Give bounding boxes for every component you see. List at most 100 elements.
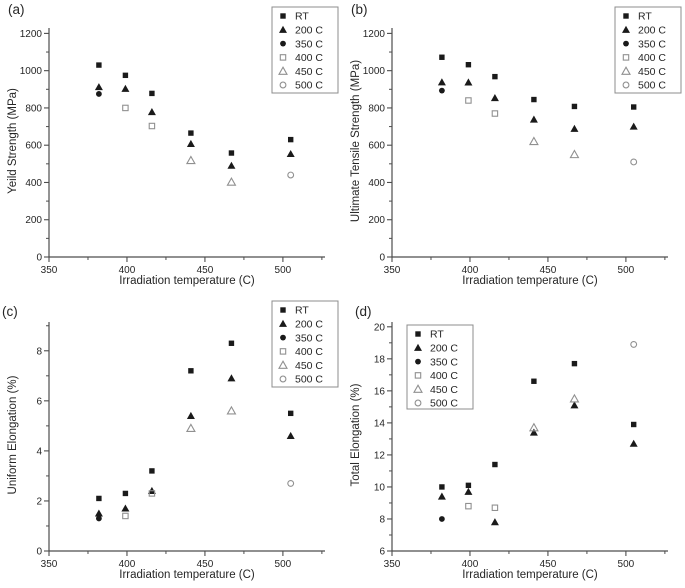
legend-label: 200 C (430, 343, 458, 355)
legend-label: 400 C (638, 52, 666, 64)
data-point-450-c (185, 155, 196, 165)
data-point-350-c (438, 87, 445, 94)
y-tick-label: 200 (368, 215, 385, 226)
ultimate-tensile-strength-chart: 350 400 450 500 0 200 400 600 800 1000 1200 RT 200 C… (363, 6, 682, 276)
legend-label: RT (638, 11, 652, 23)
legend-marker-rt (280, 307, 286, 313)
data-point-450-c (528, 136, 539, 146)
legend-marker-rt (623, 13, 629, 19)
legend-marker-400-c (279, 348, 287, 355)
y-axis-label: Total Elongation (%) (350, 383, 362, 487)
legend-marker-500-c (279, 81, 287, 89)
x-tick-label: 450 (197, 265, 214, 276)
data-point-200-c (227, 374, 236, 382)
x-tick-label: 400 (119, 265, 136, 276)
data-point-450-c (226, 405, 237, 415)
data-point-rt (287, 410, 294, 417)
data-point-rt (149, 468, 155, 474)
data-point-rt (228, 340, 235, 346)
y-tick-label: 20 (374, 322, 386, 333)
legend-marker-450-c (621, 66, 631, 75)
y-tick-label: 14 (374, 418, 386, 429)
y-tick-label: 1000 (363, 66, 386, 77)
data-point-rt (630, 421, 637, 428)
data-point-200-c (186, 139, 195, 147)
data-point-rt (188, 130, 194, 136)
data-point-500-c (287, 479, 295, 487)
legend-label: RT (295, 11, 309, 23)
data-point-rt (571, 103, 578, 110)
data-point-200-c (464, 487, 473, 495)
y-tick-label: 600 (25, 141, 42, 152)
legend-marker-350-c (280, 40, 286, 47)
x-axis-label: Irradiation temperature (C) (119, 275, 255, 287)
y-tick-label: 8 (379, 514, 385, 525)
data-point-200-c (227, 161, 236, 169)
y-tick-label: 1200 (363, 29, 386, 40)
data-point-350-c (95, 91, 102, 97)
legend-label: 500 C (430, 398, 458, 410)
legend-box (614, 6, 682, 94)
data-point-200-c (286, 431, 295, 439)
data-point-200-c (286, 149, 295, 158)
legend-marker-400-c (279, 54, 287, 61)
y-axis-label: Ultimate Tensile Strength (MPa) (350, 59, 362, 223)
y-tick-label: 16 (374, 386, 386, 397)
data-point-500-c (630, 158, 638, 166)
legend-marker-500-c (279, 375, 287, 383)
y-axis-label: Uniform Elongation (%) (7, 375, 19, 495)
data-point-200-c (464, 78, 473, 86)
data-point-200-c (629, 122, 638, 130)
x-tick-label: 450 (540, 265, 557, 276)
legend-marker-200-c (414, 343, 422, 351)
data-point-500-c (630, 340, 638, 348)
data-point-450-c (569, 149, 580, 159)
data-point-rt (122, 72, 129, 79)
x-tick-label: 350 (41, 559, 58, 570)
panel-label-b: (b) (351, 2, 368, 17)
y-tick-label: 800 (368, 103, 385, 114)
data-point-200-c (94, 509, 103, 517)
legend-label: 500 C (638, 80, 666, 92)
data-point-rt (188, 368, 194, 374)
data-point-200-c (437, 78, 446, 86)
legend-label: RT (430, 329, 444, 341)
y-tick-label: 0 (36, 253, 42, 264)
y-axis-label: Yeild Strength (MPa) (7, 88, 19, 194)
legend-marker-450-c (278, 66, 288, 75)
data-point-rt (492, 461, 498, 468)
yield-strength-chart: 350 400 450 500 0 200 400 600 800 1000 1200 RT 200 C… (20, 6, 339, 276)
data-point-200-c (121, 504, 130, 512)
x-tick-label: 400 (462, 265, 479, 276)
legend-marker-rt (415, 331, 421, 337)
data-point-rt (228, 150, 235, 156)
legend-marker-500-c (414, 399, 422, 407)
legend-marker-350-c (623, 40, 629, 47)
y-tick-label: 0 (36, 547, 42, 558)
panel-label-a: (a) (8, 2, 25, 17)
y-tick-label: 1000 (20, 66, 43, 77)
legend-marker-500-c (622, 81, 630, 89)
data-point-400-c (465, 502, 472, 510)
data-point-400-c (122, 512, 129, 520)
legend-label: 200 C (638, 25, 666, 37)
y-tick-label: 6 (379, 547, 385, 558)
data-point-200-c (629, 439, 638, 447)
legend-label: 200 C (295, 25, 323, 37)
panel-total-elongation: 350 400 450 500 6 8 10 12 14 16 18 20 RT 200 C 350 C 40… (343, 294, 685, 588)
data-point-200-c (186, 411, 195, 419)
y-tick-label: 10 (374, 482, 386, 493)
legend-marker-350-c (280, 334, 286, 341)
x-tick-label: 350 (41, 265, 58, 276)
x-tick-label: 400 (462, 559, 479, 570)
legend-label: 450 C (430, 384, 458, 396)
x-tick-label: 500 (618, 265, 635, 276)
data-point-200-c (121, 84, 130, 92)
y-tick-label: 2 (36, 496, 42, 507)
panel-yield-strength: 350 400 450 500 0 200 400 600 800 1000 1200 RT 200 C… (0, 0, 342, 294)
data-point-rt (149, 90, 155, 97)
legend-label: RT (295, 305, 309, 317)
data-point-450-c (185, 423, 196, 433)
y-tick-label: 6 (36, 396, 42, 407)
legend-marker-450-c (413, 384, 423, 393)
